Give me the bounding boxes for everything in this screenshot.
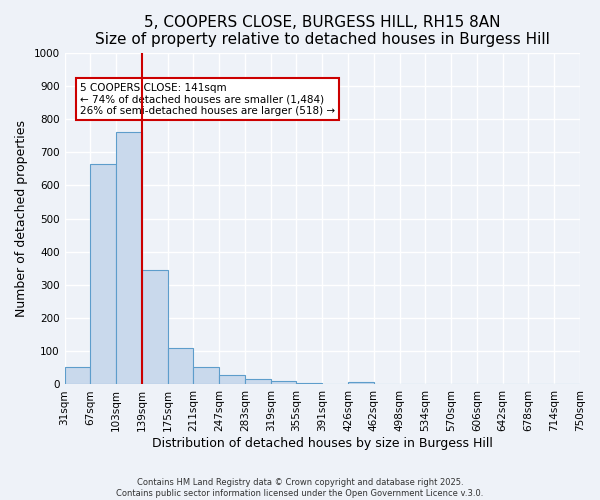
- Y-axis label: Number of detached properties: Number of detached properties: [15, 120, 28, 317]
- Bar: [91, 164, 116, 384]
- Bar: [219, 375, 245, 384]
- Bar: [296, 383, 322, 384]
- Bar: [271, 381, 296, 384]
- Bar: [348, 382, 374, 384]
- Bar: [65, 367, 91, 384]
- Bar: [142, 270, 167, 384]
- Bar: [116, 132, 142, 384]
- Bar: [245, 380, 271, 384]
- Text: Contains HM Land Registry data © Crown copyright and database right 2025.
Contai: Contains HM Land Registry data © Crown c…: [116, 478, 484, 498]
- X-axis label: Distribution of detached houses by size in Burgess Hill: Distribution of detached houses by size …: [152, 437, 493, 450]
- Title: 5, COOPERS CLOSE, BURGESS HILL, RH15 8AN
Size of property relative to detached h: 5, COOPERS CLOSE, BURGESS HILL, RH15 8AN…: [95, 15, 550, 48]
- Bar: [167, 348, 193, 385]
- Bar: [193, 367, 219, 384]
- Text: 5 COOPERS CLOSE: 141sqm
← 74% of detached houses are smaller (1,484)
26% of semi: 5 COOPERS CLOSE: 141sqm ← 74% of detache…: [80, 82, 335, 116]
